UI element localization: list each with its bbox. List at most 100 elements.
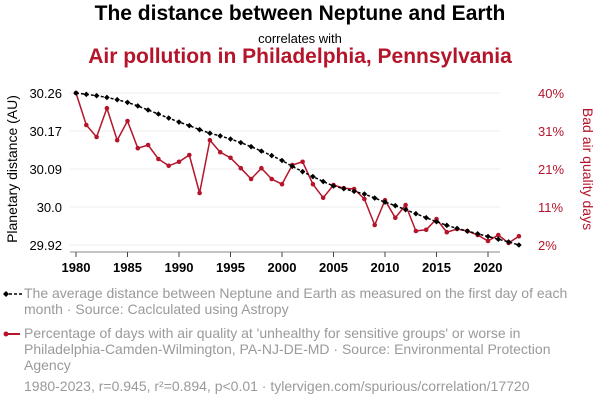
data-point-air-quality: [496, 232, 501, 238]
data-point-distance: [423, 214, 429, 221]
data-point-air-quality: [393, 215, 398, 221]
data-point-distance: [155, 111, 162, 117]
data-point-distance: [238, 139, 244, 146]
data-point-distance: [83, 91, 90, 98]
chart-connector: correlates with: [258, 31, 342, 46]
data-point-air-quality: [207, 137, 213, 143]
data-point-air-quality: [300, 159, 305, 165]
data-point-air-quality: [156, 156, 161, 162]
data-point-distance: [371, 195, 378, 201]
data-point-air-quality: [238, 165, 244, 171]
y-left-tick-label: 30.26: [29, 86, 62, 101]
data-point-distance: [382, 199, 388, 205]
data-point-distance: [330, 183, 337, 189]
data-point-distance: [495, 236, 502, 242]
data-point-air-quality: [197, 190, 202, 196]
data-point-distance: [299, 168, 306, 175]
data-point-distance: [351, 188, 357, 195]
chart-title: The distance between Neptune and Earth: [94, 2, 506, 25]
data-point-air-quality: [485, 238, 491, 244]
data-point-air-quality: [444, 229, 450, 235]
legend-item-distance: The average distance between Neptune and…: [3, 285, 594, 317]
data-point-distance: [207, 130, 213, 137]
data-point-distance: [73, 90, 79, 96]
data-point-distance: [165, 115, 172, 121]
y-right-tick-label: 2%: [538, 238, 557, 253]
chart-subtitle: Air pollution in Philadelphia, Pennsylva…: [88, 45, 512, 68]
data-point-air-quality: [403, 202, 408, 208]
data-point-distance: [124, 99, 131, 106]
data-point-air-quality: [145, 142, 151, 148]
data-point-distance: [279, 157, 285, 164]
x-tick-label: 2020: [474, 260, 503, 275]
data-point-air-quality: [125, 118, 130, 124]
data-point-distance: [413, 210, 419, 217]
data-point-distance: [392, 202, 399, 209]
x-tick-label: 1990: [165, 260, 194, 275]
data-point-distance: [454, 225, 460, 232]
data-point-distance: [268, 152, 275, 159]
x-tick-label: 2000: [268, 260, 297, 275]
legend-swatch-air-quality: [3, 331, 20, 337]
footer-stats: 1980-2023, r=0.945, r²=0.894, p<0.01 · t…: [24, 378, 530, 394]
data-point-distance: [176, 119, 182, 125]
data-point-distance: [104, 94, 110, 101]
data-point-air-quality: [94, 134, 99, 140]
data-point-distance: [217, 133, 223, 139]
data-point-air-quality: [217, 149, 223, 155]
y-left-tick-label: 30.17: [29, 124, 62, 139]
y-right-tick-label: 40%: [538, 86, 564, 101]
data-point-distance: [341, 185, 347, 192]
data-point-distance: [361, 191, 368, 197]
x-tick-label: 2010: [371, 260, 400, 275]
data-point-air-quality: [176, 159, 182, 165]
data-point-air-quality: [516, 233, 522, 239]
y-right-tick-label: 31%: [538, 124, 564, 139]
y-left-tick-label: 29.92: [29, 238, 62, 253]
y-right-tick-label: 21%: [538, 162, 564, 177]
data-point-distance: [186, 122, 193, 129]
y-left-tick-label: 30.09: [29, 162, 62, 177]
y-left-axis-label: Planetary distance (AU): [4, 95, 20, 243]
data-point-air-quality: [104, 105, 110, 111]
x-tick-label: 1980: [62, 260, 91, 275]
data-point-distance: [289, 163, 296, 170]
data-point-distance: [505, 239, 512, 245]
legend-text-air-quality: Percentage of days with air quality at '…: [24, 325, 551, 373]
x-tick-label: 1985: [113, 260, 142, 275]
x-tick-label: 2005: [319, 260, 348, 275]
data-point-distance: [485, 233, 491, 240]
y-right-axis-label: Bad air quality days: [580, 108, 596, 230]
legend-item-air-quality: Percentage of days with air quality at '…: [3, 325, 594, 373]
y-left-tick-label: 30.0: [37, 200, 62, 215]
data-point-air-quality: [423, 227, 429, 233]
data-point-distance: [320, 178, 326, 185]
data-point-distance: [114, 96, 120, 103]
data-point-air-quality: [187, 152, 192, 158]
x-tick-label: 1995: [216, 260, 245, 275]
y-right-tick-label: 11%: [538, 200, 563, 215]
data-point-distance: [433, 218, 440, 225]
data-point-air-quality: [320, 195, 326, 201]
series-line-air-quality: [75, 92, 520, 244]
data-point-air-quality: [228, 155, 233, 161]
legend-text-distance: The average distance between Neptune and…: [24, 285, 568, 317]
data-point-distance: [516, 242, 522, 248]
data-point-distance: [196, 126, 203, 133]
data-point-distance: [474, 231, 481, 237]
data-point-air-quality: [114, 137, 120, 143]
data-point-air-quality: [310, 181, 316, 187]
data-point-air-quality: [259, 165, 264, 171]
data-point-distance: [135, 103, 141, 109]
data-point-distance: [258, 148, 265, 154]
data-point-air-quality: [166, 163, 171, 169]
data-point-air-quality: [279, 181, 285, 187]
data-point-distance: [227, 136, 234, 142]
data-point-distance: [248, 143, 254, 150]
data-point-distance: [145, 107, 151, 113]
data-point-air-quality: [84, 122, 89, 128]
data-point-distance: [464, 228, 471, 234]
data-point-distance: [310, 173, 316, 180]
data-point-distance: [444, 222, 450, 229]
data-point-air-quality: [362, 196, 367, 202]
